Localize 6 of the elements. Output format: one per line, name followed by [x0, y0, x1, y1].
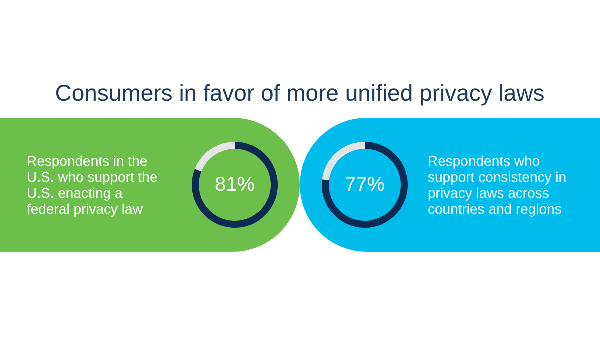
data-label: 81%: [190, 140, 280, 230]
text: Respondents in the U.S. who support the U.S. enacting a federal privacy law: [27, 153, 159, 217]
text: Respondents who support consistency in privacy laws across countries and regions: [428, 153, 568, 217]
donut-slice: [195, 142, 235, 172]
data-label: 77%: [320, 140, 410, 230]
chart-title: Consumers in favor of more unified privacy laws: [54, 80, 546, 107]
